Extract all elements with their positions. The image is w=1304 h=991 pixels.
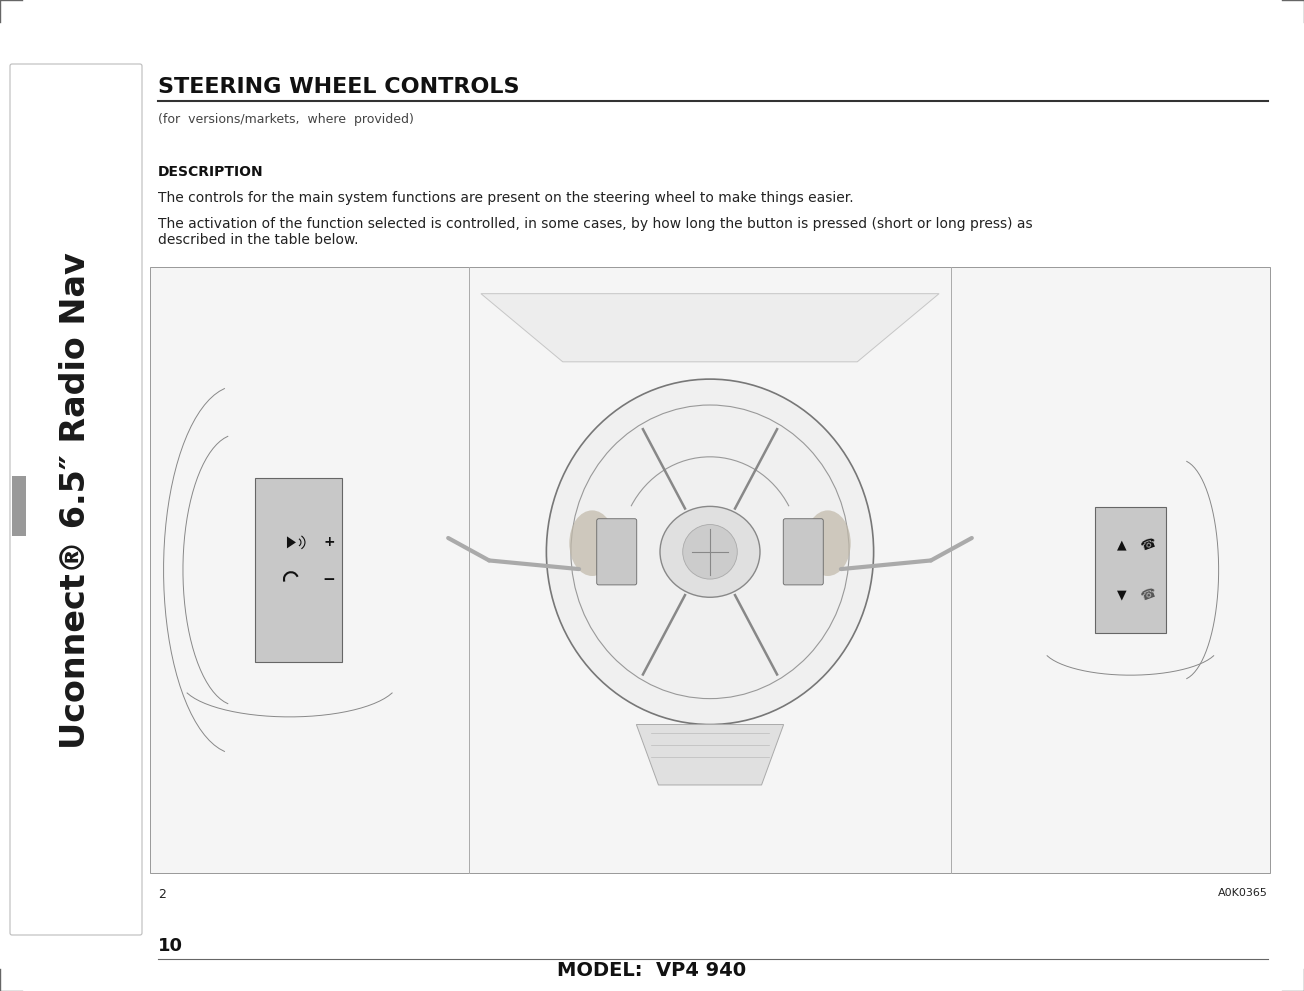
Text: ☎: ☎ — [1138, 536, 1158, 554]
Ellipse shape — [805, 510, 850, 576]
Text: 2: 2 — [158, 888, 166, 901]
Ellipse shape — [683, 524, 737, 579]
FancyBboxPatch shape — [784, 518, 823, 585]
Ellipse shape — [546, 380, 874, 724]
FancyBboxPatch shape — [597, 518, 636, 585]
Text: STEERING WHEEL CONTROLS: STEERING WHEEL CONTROLS — [158, 77, 519, 97]
Text: ☎: ☎ — [1138, 587, 1158, 604]
Polygon shape — [1095, 507, 1166, 633]
Ellipse shape — [660, 506, 760, 598]
FancyBboxPatch shape — [10, 64, 142, 935]
Polygon shape — [287, 536, 296, 548]
Text: −: − — [322, 572, 335, 587]
Text: ▼: ▼ — [1118, 589, 1127, 602]
Text: Uconnect® 6.5″ Radio Nav: Uconnect® 6.5″ Radio Nav — [60, 253, 93, 749]
Text: DESCRIPTION: DESCRIPTION — [158, 165, 263, 179]
Text: MODEL:  VP4 940: MODEL: VP4 940 — [557, 961, 747, 980]
Text: A0K0365: A0K0365 — [1218, 888, 1267, 898]
Text: (for  versions/markets,  where  provided): (for versions/markets, where provided) — [158, 113, 413, 126]
Text: The controls for the main system functions are present on the steering wheel to : The controls for the main system functio… — [158, 191, 854, 205]
Polygon shape — [636, 724, 784, 785]
Bar — [150, 267, 1270, 873]
Polygon shape — [481, 293, 939, 362]
Polygon shape — [254, 478, 342, 662]
Text: +: + — [323, 535, 335, 549]
Text: The activation of the function selected is controlled, in some cases, by how lon: The activation of the function selected … — [158, 217, 1033, 247]
Text: 10: 10 — [158, 937, 183, 955]
Bar — [12, 476, 26, 536]
Ellipse shape — [570, 510, 615, 576]
Text: ▲: ▲ — [1118, 538, 1127, 551]
